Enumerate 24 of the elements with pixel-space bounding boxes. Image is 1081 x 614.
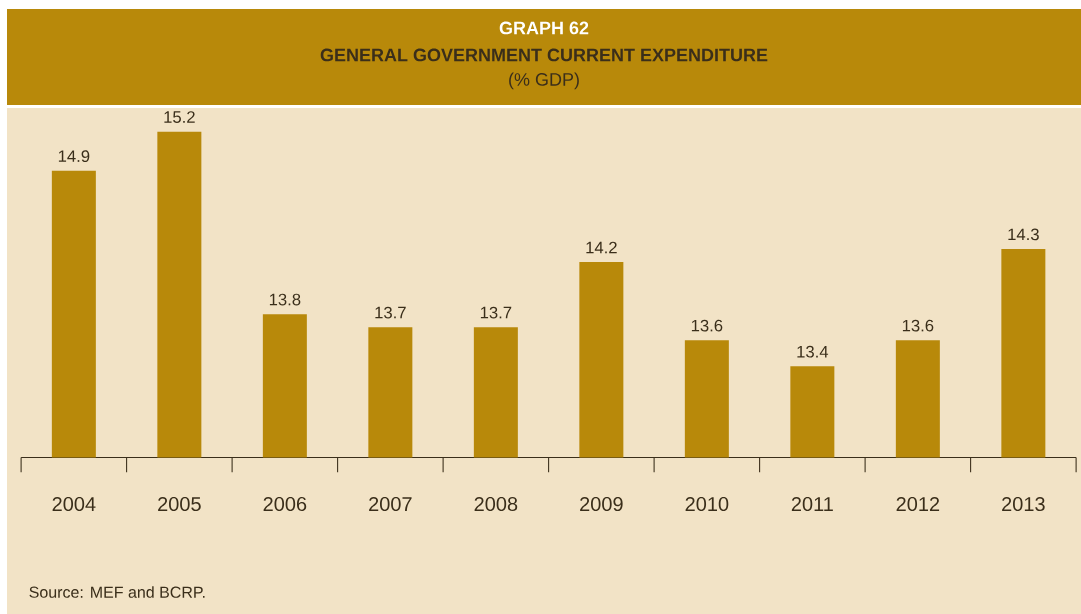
x-tick-label: 2013 bbox=[1002, 496, 1045, 512]
data-label: 13.4 bbox=[797, 345, 829, 358]
x-tick-label: 2009 bbox=[580, 496, 623, 512]
data-label: 13.7 bbox=[480, 306, 512, 319]
source-note: Source: MEF and BCRP. bbox=[29, 586, 205, 598]
x-tick-label: 2004 bbox=[52, 496, 96, 512]
x-tick-label: 2008 bbox=[474, 496, 518, 512]
y-axis-title: (% GDP) bbox=[509, 72, 579, 90]
x-tick-label: 2011 bbox=[791, 496, 833, 512]
x-tick-label: 2010 bbox=[685, 496, 729, 512]
data-label: 13.7 bbox=[375, 306, 406, 319]
chart-subtitle: GENERAL GOVERNMENT CURRENT EXPENDITURE bbox=[320, 48, 768, 62]
data-label: 13.8 bbox=[269, 293, 301, 306]
data-label: 14.9 bbox=[58, 150, 90, 163]
data-label: 13.6 bbox=[691, 319, 723, 332]
data-label: 13.6 bbox=[902, 319, 934, 332]
x-tick-label: 2006 bbox=[263, 496, 307, 512]
x-tick-label: 2005 bbox=[158, 496, 201, 512]
data-label: 14.3 bbox=[1008, 228, 1039, 241]
x-tick-label: 2007 bbox=[369, 496, 412, 512]
data-label: 14.2 bbox=[586, 241, 617, 254]
chart-title: GRAPH 62 bbox=[499, 21, 589, 35]
x-tick-label: 2012 bbox=[896, 496, 940, 512]
data-label: 15.2 bbox=[164, 111, 195, 123]
